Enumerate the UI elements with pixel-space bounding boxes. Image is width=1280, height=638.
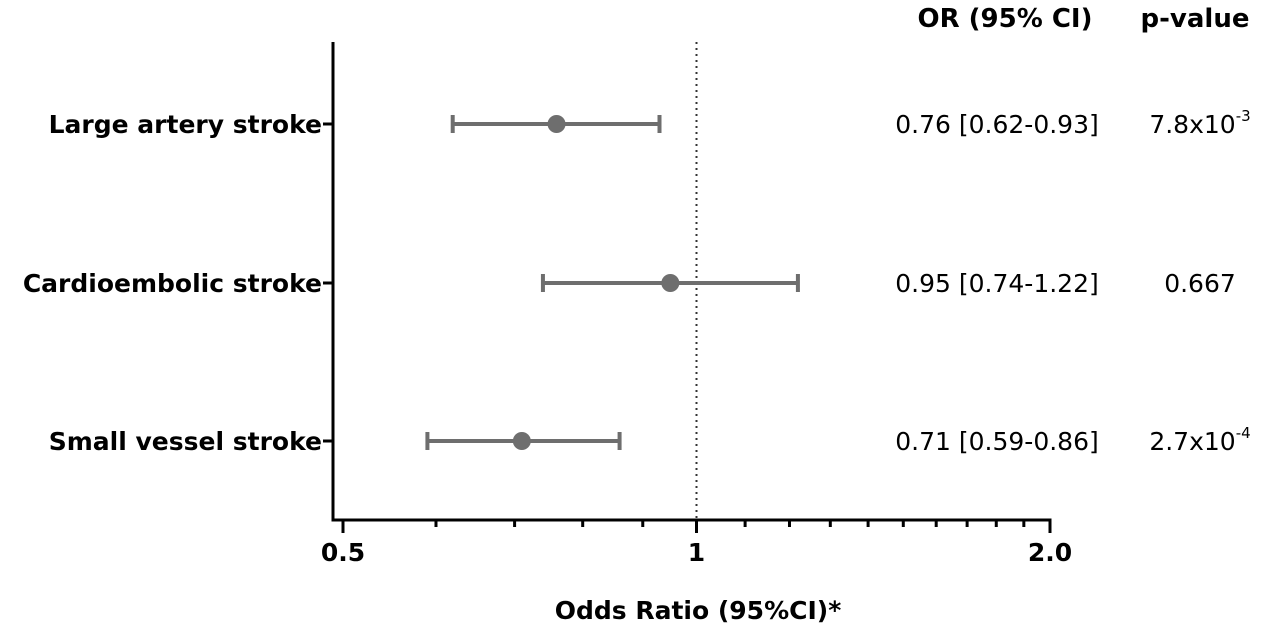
or-ci-value: 0.71 [0.59-0.86] [895, 427, 1098, 456]
x-axis-title: Odds Ratio (95%CI)* [555, 596, 842, 625]
p-value: 7.8x10-3 [1149, 107, 1250, 139]
x-tick-label: 2.0 [1028, 538, 1072, 567]
p-value-base: 2.7x10 [1149, 427, 1235, 456]
x-tick-label: 1 [688, 538, 705, 567]
row-category-label: Large artery stroke [49, 110, 322, 139]
p-value-exponent: -3 [1236, 107, 1251, 125]
or-ci-value: 0.76 [0.62-0.93] [895, 110, 1098, 139]
forest-rows: Large artery stroke 0.76 [0.62-0.93] 7.8x1… [23, 107, 1251, 456]
forest-row: Large artery stroke 0.76 [0.62-0.93] 7.8x1… [49, 107, 1251, 139]
point-estimate [547, 115, 566, 133]
forest-row: Small vessel stroke 0.71 [0.59-0.86] 2.7x1… [49, 424, 1251, 456]
x-tick-label: 0.5 [321, 538, 365, 567]
p-value: 2.7x10-4 [1149, 424, 1250, 456]
column-headers: OR (95% CI) p-value [918, 4, 1250, 34]
point-estimate [661, 274, 680, 292]
row-category-label: Small vessel stroke [49, 427, 322, 456]
p-value: 0.667 [1164, 269, 1236, 298]
x-axis-ticks: 0.5 1 2.0 [321, 520, 1072, 567]
p-value-header: p-value [1141, 4, 1250, 34]
p-value-exponent: -4 [1236, 424, 1251, 442]
or-ci-header: OR (95% CI) [918, 4, 1093, 34]
forest-row: Cardioembolic stroke 0.95 [0.74-1.22] 0.66… [23, 269, 1236, 298]
p-value-base: 0.667 [1164, 269, 1236, 298]
point-estimate [512, 432, 531, 450]
p-value-base: 7.8x10 [1149, 110, 1235, 139]
or-ci-value: 0.95 [0.74-1.22] [895, 269, 1098, 298]
row-category-label: Cardioembolic stroke [23, 269, 322, 298]
